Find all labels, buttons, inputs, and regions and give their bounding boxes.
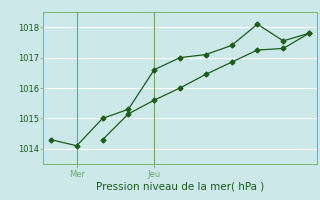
X-axis label: Pression niveau de la mer( hPa ): Pression niveau de la mer( hPa ) [96, 181, 264, 191]
